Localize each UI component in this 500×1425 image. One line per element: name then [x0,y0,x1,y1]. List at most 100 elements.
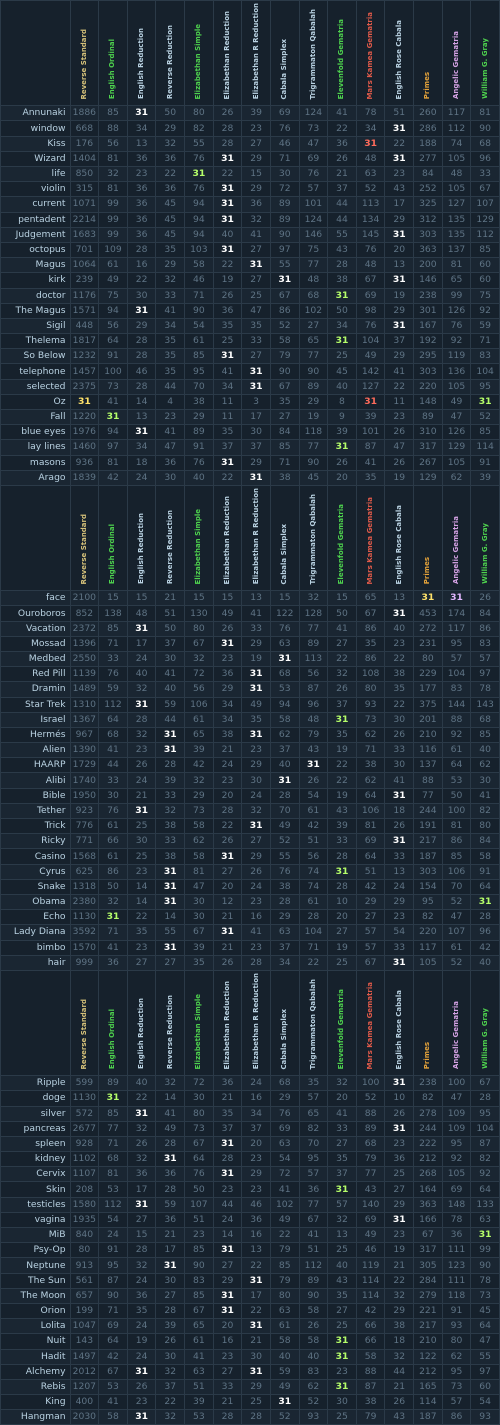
table-row[interactable]: MiB 840 24 15 21 23 14 16 22 41 13 49 23 67 36 31 [0,1227,500,1244]
table-row[interactable]: bimbo 1570 41 23 31 39 21 23 37 71 19 57 33 117 61 42 [0,939,500,956]
column-header[interactable]: Primes [413,0,443,107]
table-row[interactable]: Kiss 176 56 13 32 55 28 27 46 47 36 31 22 188 74 68 [0,135,500,152]
column-header[interactable]: Elizabethan Reduction [212,484,243,592]
column-header[interactable]: Cabala Simplex [269,969,300,1077]
table-row[interactable]: doctor 1176 75 30 33 71 26 25 67 68 31 69 19 238 99 75 [0,287,500,304]
table-row[interactable]: Neptune 913 95 32 31 90 27 22 85 112 40 119 21 305 123… [0,1257,500,1274]
table-row[interactable]: silver 572 85 31 41 80 35 34 76 65 41 88 26 278 109 95 [0,1105,500,1122]
table-row[interactable]: Arago 1839 42 24 30 40 22 31 38 45 20 35 19 129 62 39 [0,469,500,486]
table-row[interactable]: King 400 41 23 22 39 21 25 31 52 30 38 26 114 57 54 [0,1394,500,1411]
table-row[interactable]: vagina 1935 54 27 36 51 24 36 49 67 32 69 31 166 78 63 [0,1211,500,1229]
table-row[interactable]: Trick 776 61 25 38 58 22 31 49 42 39 81 26 191 81 80 [0,818,500,835]
table-row[interactable]: The Moon 657 90 36 27 85 31 17 80 90 35 114 32 279 118… [0,1287,500,1304]
table-row[interactable]: Skin 208 53 17 28 50 23 23 41 36 31 43 27 164 69 64 [0,1181,500,1198]
column-header[interactable]: Reverse Standard [69,0,100,107]
table-row[interactable]: Oz 31 41 14 4 38 11 3 35 29 8 31 11 148 49 31 [0,393,500,411]
table-row[interactable]: current 1071 99 36 45 94 31 36 89 101 44 113 17 325 12… [0,196,500,213]
table-row[interactable]: Obama 2380 32 14 31 30 12 23 28 61 10 29 29 95 52 31 [0,893,500,911]
table-row[interactable]: telephone 1457 100 46 35 95 41 31 90 90 45 142 41 303… [0,363,500,380]
table-row[interactable]: Thelema 1817 64 28 35 61 25 33 58 65 31 104 37 192 92 7… [0,333,500,350]
column-header[interactable]: Angelic Gematria [441,0,472,107]
column-header[interactable]: Reverse Reduction [155,969,186,1077]
table-row[interactable]: The Sun 561 87 24 30 83 29 31 79 89 43 114 22 284 111 7… [0,1272,500,1289]
table-row[interactable]: spleen 928 71 26 28 67 31 20 63 70 27 68 23 222 95 87 [0,1135,500,1153]
table-row[interactable]: Magus 1064 61 16 29 58 22 31 55 77 28 48 13 200 81 60 [0,257,500,274]
table-row[interactable]: octopus 701 109 28 35 103 31 27 97 75 43 76 20 363 137… [0,241,500,259]
table-row[interactable]: Ricky 771 66 30 33 62 26 27 52 51 33 69 31 217 86 84 [0,833,500,850]
table-row[interactable]: Vacation 2372 85 31 50 80 26 33 76 77 41 86 40 272 117… [0,620,500,637]
column-header[interactable]: Trigrammaton Qabalah [298,969,329,1077]
table-row[interactable]: Red Pill 1139 76 40 41 72 36 31 68 56 32 108 38 229 10… [0,666,500,683]
table-row[interactable]: Ouroboros 852 138 48 51 130 49 41 122 128 50 67 31 45… [0,605,500,622]
table-row[interactable]: Casino 1568 61 25 38 58 31 29 55 56 28 64 33 187 85 58 [0,848,500,865]
table-row[interactable]: Hermés 967 68 32 31 65 38 31 62 79 35 62 26 210 92 85 [0,726,500,744]
column-header[interactable]: English Ordinal [98,0,128,107]
column-header[interactable]: English Reduction [126,969,157,1077]
column-header[interactable]: Elizabethan R Reduction [241,484,271,592]
table-row[interactable]: Judgement 1683 99 36 45 94 40 41 90 146 55 145 31 303… [0,226,500,243]
table-row[interactable]: face 2100 15 15 21 15 15 13 15 32 15 65 13 31 31 26 [0,590,500,607]
table-row[interactable]: Nuit 143 64 19 26 61 16 21 58 58 31 66 18 210 80 47 [0,1333,500,1350]
table-row[interactable]: Dramin 1489 59 32 40 56 29 31 53 87 26 80 35 177 83 78 [0,681,500,698]
table-row[interactable]: blue eyes 1976 94 31 41 89 35 30 84 118 39 101 26 310… [0,424,500,441]
table-row[interactable]: hair 999 36 27 27 35 26 28 34 22 25 67 31 105 52 40 [0,954,500,971]
table-row[interactable]: Tether 923 76 31 32 73 28 32 70 61 43 106 18 244 100 82 [0,802,500,820]
table-row[interactable]: Bible 1950 30 21 33 29 20 24 28 54 19 64 31 77 50 41 [0,787,500,804]
column-header[interactable]: Cabala Simplex [269,0,300,107]
column-header[interactable]: English Rose Cabala [384,484,415,592]
table-row[interactable]: Cervix 1107 81 36 36 76 31 29 72 57 37 77 25 268 105 92 [0,1166,500,1183]
column-header[interactable]: Primes [413,969,443,1077]
column-header[interactable]: Trigrammaton Qabalah [298,484,329,592]
column-header[interactable]: Elizabethan Simple [184,0,214,107]
table-row[interactable]: The Magus 1571 94 31 41 90 36 47 86 102 50 98 29 301 1… [0,302,500,319]
table-row[interactable]: Mossad 1396 71 17 37 67 31 29 63 89 27 35 23 231 95 83 [0,635,500,652]
table-row[interactable]: Cyrus 625 86 23 31 81 27 26 76 74 31 51 13 303 106 91 [0,863,500,880]
table-row[interactable]: Fall 1220 31 13 23 29 11 17 27 19 9 39 23 89 47 52 [0,409,500,426]
table-row[interactable]: Psy-Op 80 91 28 17 85 31 13 79 51 25 46 19 317 111 99 [0,1242,500,1259]
table-row[interactable]: window 668 88 34 29 82 28 23 76 73 22 34 31 286 112 90 [0,120,500,137]
column-header[interactable]: Trigrammaton Qabalah [298,0,329,107]
table-row[interactable]: Lady Diana 3592 71 35 55 67 31 41 63 104 27 57 54 220… [0,924,500,941]
table-row[interactable]: Alibi 1740 33 24 39 32 23 30 31 26 22 62 41 88 53 30 [0,772,500,789]
column-header[interactable]: Angelic Gematria [441,969,472,1077]
column-header[interactable]: Reverse Standard [69,969,100,1077]
column-header[interactable]: English Ordinal [98,969,128,1077]
table-row[interactable]: masons 936 81 18 36 76 31 29 71 90 26 41 26 267 105 91 [0,454,500,471]
table-row[interactable]: Annunaki 1886 85 31 50 80 26 39 69 124 41 78 51 260 11… [0,105,500,122]
column-header[interactable]: Primes [413,484,443,592]
column-header[interactable]: Mars Kamea Gematria [355,969,386,1077]
table-row[interactable]: Medbed 2550 33 24 30 32 23 19 31 113 22 86 22 80 57 57 [0,650,500,668]
table-row[interactable]: Lolita 1047 69 24 39 65 20 31 61 26 25 66 38 217 93 64 [0,1318,500,1335]
table-row[interactable]: Alchemy 2012 67 31 32 63 27 31 59 83 23 88 44 212 95 97 [0,1363,500,1380]
column-header[interactable]: English Reduction [126,0,157,107]
table-row[interactable]: pentadent 2214 99 36 45 94 31 32 89 124 44 134 29 312… [0,211,500,228]
table-row[interactable]: Wizard 1404 81 36 36 76 31 29 71 69 26 48 31 277 105 96 [0,150,500,168]
table-row[interactable]: HAARP 1729 44 26 28 42 24 29 40 31 22 38 30 137 64 62 [0,757,500,774]
table-row[interactable]: Orion 199 71 35 28 67 31 22 63 58 27 42 29 221 91 45 [0,1302,500,1320]
column-header[interactable]: English Ordinal [98,484,128,592]
table-row[interactable]: violin 315 81 36 36 76 31 29 72 57 37 52 43 252 105 67 [0,181,500,198]
column-header[interactable]: Elevenfold Gematria [327,484,357,592]
column-header[interactable]: William G. Gray [470,969,500,1077]
table-row[interactable]: Israel 1367 64 28 44 61 34 35 58 48 31 73 30 201 88 68 [0,711,500,728]
table-row[interactable]: Ripple 599 89 40 32 72 36 24 68 35 32 100 31 238 100 67 [0,1075,500,1092]
table-row[interactable]: Rebis 1207 53 26 37 51 33 29 49 62 31 87 21 165 73 60 [0,1378,500,1396]
column-header[interactable]: Reverse Standard [69,484,100,592]
table-row[interactable]: Star Trek 1310 112 31 59 106 34 49 94 96 37 93 22 375… [0,696,500,713]
column-header[interactable]: William G. Gray [470,0,500,107]
column-header[interactable]: Mars Kamea Gematria [355,0,386,107]
column-header[interactable]: Elizabethan Reduction [212,969,243,1077]
table-row[interactable]: Snake 1318 50 14 31 47 20 24 38 74 28 42 24 154 70 64 [0,878,500,895]
table-row[interactable]: selected 2375 73 28 44 70 34 31 67 89 40 127 22 220 10… [0,378,500,395]
column-header[interactable]: Elizabethan Reduction [212,0,243,107]
table-row[interactable]: Sigil 448 56 29 34 54 35 35 52 27 34 76 31 167 76 59 [0,317,500,335]
column-header[interactable]: Elizabethan R Reduction [241,969,271,1077]
column-header[interactable]: William G. Gray [470,484,500,592]
column-header[interactable]: Cabala Simplex [269,484,300,592]
table-row[interactable]: Echo 1130 31 22 14 30 21 16 29 28 20 27 23 82 47 28 [0,909,500,926]
column-header[interactable]: Elizabethan Simple [184,484,214,592]
column-header[interactable]: English Rose Cabala [384,969,415,1077]
table-row[interactable]: testicles 1580 112 31 59 107 44 46 102 77 57 140 29 3… [0,1196,500,1213]
table-row[interactable]: lay lines 1460 97 34 47 91 37 37 85 77 31 87 47 317 12… [0,439,500,456]
column-header[interactable]: Elizabethan R Reduction [241,0,271,107]
